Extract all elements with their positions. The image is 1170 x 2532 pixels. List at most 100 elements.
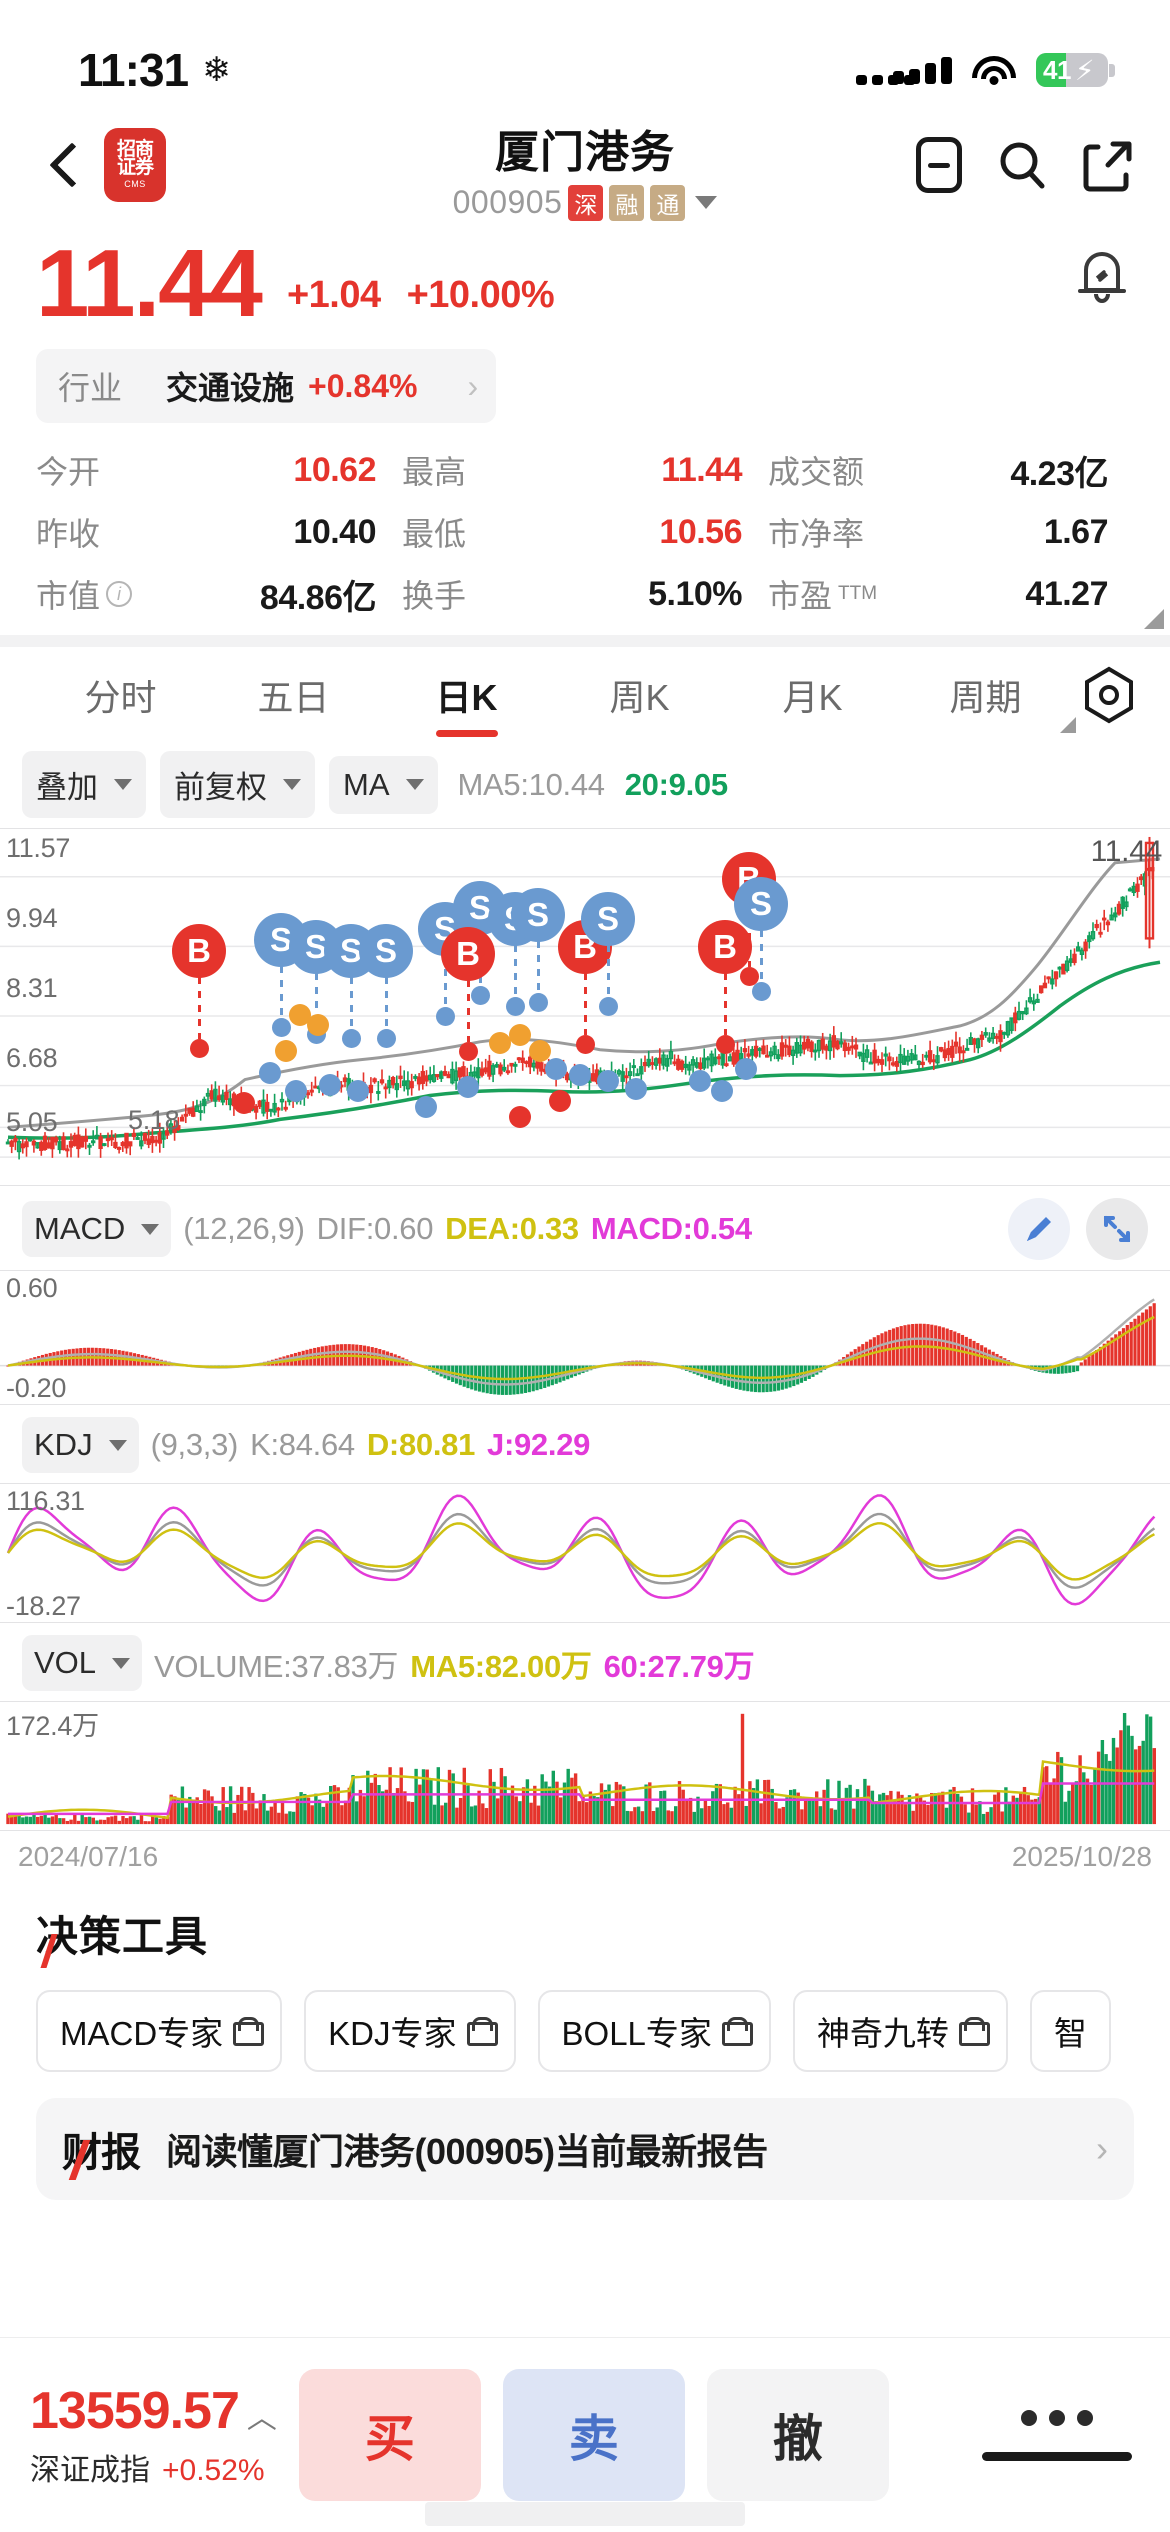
chevron-down-icon[interactable] bbox=[695, 196, 718, 209]
stat-pe-ratio: 市盈 TTM 41.27 bbox=[768, 571, 1134, 617]
broker-logo[interactable]: 招商 证券 CMS bbox=[104, 128, 166, 202]
indicator-label: MA bbox=[343, 766, 390, 802]
index-name: 深证成指 bbox=[30, 2454, 150, 2487]
stat-label: 市值 i bbox=[36, 571, 133, 617]
financial-report-card[interactable]: 财报 阅读懂厦门港务(000905)当前最新报告 › bbox=[36, 2098, 1134, 2201]
stat-value: 4.23亿 bbox=[1010, 454, 1108, 493]
info-icon[interactable]: i bbox=[106, 581, 133, 608]
vol-ma5: MA5:82.00万 bbox=[410, 1648, 592, 1684]
tool-chip-partial[interactable]: 智 bbox=[1029, 1990, 1111, 2073]
chart-tool-buttons bbox=[1008, 1198, 1148, 1261]
quote-block: 11.44 +1.04 +10.00% 行业 交通设施 +0.84% › bbox=[0, 220, 1170, 424]
tab-fenshi[interactable]: 分时 bbox=[84, 677, 157, 719]
tool-chip-list: MACD专家 KDJ专家 BOLL专家 神奇九转 智 bbox=[36, 1990, 1134, 2073]
stat-label: 市盈 TTM bbox=[768, 571, 877, 617]
trade-dot bbox=[597, 1070, 619, 1093]
pencil-draw-icon[interactable] bbox=[1008, 1198, 1070, 1261]
tab-daily-k[interactable]: 日K bbox=[380, 669, 553, 721]
chevron-right-icon: › bbox=[467, 367, 479, 404]
tool-chip-kdj[interactable]: KDJ专家 bbox=[304, 1990, 516, 2073]
decision-tools-section: 决策工具 MACD专家 KDJ专家 BOLL专家 神奇九转 智 bbox=[0, 1873, 1170, 2073]
trade-dot bbox=[259, 1062, 281, 1085]
tag-connect: 通 bbox=[650, 184, 686, 221]
expand-corner-icon[interactable] bbox=[1144, 609, 1164, 630]
macd-svg bbox=[0, 1298, 1170, 1396]
kdj-chart[interactable]: 116.31 -18.27 bbox=[0, 1483, 1170, 1624]
stat-value: 10.62 bbox=[293, 450, 376, 489]
gear-icon[interactable] bbox=[1082, 666, 1136, 724]
indicator-dropdown[interactable]: MA bbox=[329, 755, 438, 814]
stat-label: 昨收 bbox=[36, 516, 101, 553]
macd-indicator-dropdown[interactable]: MACD bbox=[22, 1201, 172, 1258]
trade-dot bbox=[625, 1078, 647, 1101]
tab-five-day[interactable]: 五日 bbox=[257, 677, 330, 719]
stat-pb-ratio: 市净率 1.67 bbox=[768, 509, 1134, 555]
stat-prev-close: 昨收 10.40 bbox=[36, 509, 402, 555]
back-chevron-icon[interactable] bbox=[36, 137, 92, 193]
vol-indicator-dropdown[interactable]: VOL bbox=[22, 1635, 143, 1692]
trade-marker-s[interactable]: S bbox=[511, 888, 565, 943]
trade-marker-s[interactable]: S bbox=[734, 877, 788, 932]
stat-turnover-rate: 换手 5.10% bbox=[402, 571, 768, 617]
chevron-right-icon: › bbox=[1096, 2128, 1108, 2170]
lock-icon bbox=[233, 2016, 265, 2046]
tool-chip-boll[interactable]: BOLL专家 bbox=[537, 1990, 771, 2073]
macd-dea: DEA:0.33 bbox=[445, 1211, 579, 1247]
trade-marker-b[interactable]: B bbox=[698, 920, 752, 975]
tool-chip-macd[interactable]: MACD专家 bbox=[36, 1990, 283, 2073]
stat-turnover-amount: 成交额 4.23亿 bbox=[768, 446, 1134, 495]
more-dots-icon bbox=[1021, 2409, 1093, 2426]
chevron-down-icon bbox=[405, 779, 424, 791]
sell-button[interactable]: 卖 bbox=[502, 2369, 685, 2501]
stat-label: 今开 bbox=[36, 454, 101, 491]
tab-period[interactable]: 周期 bbox=[899, 669, 1076, 734]
trade-dot bbox=[285, 1080, 307, 1103]
adjust-dropdown[interactable]: 前复权 bbox=[160, 751, 315, 819]
index-value-row: 13559.57 ︿ bbox=[30, 2381, 277, 2441]
buy-button[interactable]: 买 bbox=[298, 2369, 481, 2501]
cancel-order-button[interactable]: 撤 bbox=[706, 2369, 889, 2501]
macd-params: (12,26,9) bbox=[183, 1211, 305, 1247]
stat-value: 11.44 bbox=[661, 450, 742, 489]
chevron-up-icon: ︿ bbox=[246, 2402, 277, 2435]
tab-monthly-k[interactable]: 月K bbox=[782, 677, 843, 719]
share-icon[interactable] bbox=[1082, 139, 1134, 192]
volume-chart[interactable]: 172.4万 bbox=[0, 1701, 1170, 1832]
macd-ytop: 0.60 bbox=[6, 1273, 58, 1304]
stat-value: 10.40 bbox=[293, 512, 376, 551]
trade-dot bbox=[275, 1040, 297, 1063]
trade-marker-b[interactable]: B bbox=[172, 924, 226, 979]
index-summary[interactable]: 13559.57 ︿ 深证成指 +0.52% bbox=[30, 2381, 277, 2489]
trade-marker-s[interactable]: S bbox=[581, 892, 635, 947]
tab-weekly-k[interactable]: 周K bbox=[609, 677, 670, 719]
volume-svg bbox=[6, 1713, 1156, 1825]
search-icon[interactable] bbox=[996, 139, 1048, 191]
chart-tab-bar: 分时 五日 日K 周K 月K 周期 bbox=[0, 647, 1170, 743]
financial-report-badge: 财报 bbox=[62, 2120, 141, 2178]
cellular-signal-bars-top bbox=[893, 56, 952, 84]
vol-header: VOL VOLUME:37.83万 MA5:82.00万 60:27.79万 bbox=[0, 1623, 1170, 1701]
overlay-dropdown[interactable]: 叠加 bbox=[22, 751, 146, 819]
bell-alert-icon[interactable] bbox=[1074, 246, 1130, 312]
tool-chip-jiuzhuan[interactable]: 神奇九转 bbox=[792, 1990, 1008, 2073]
macd-macd: MACD:0.54 bbox=[590, 1211, 752, 1247]
trade-marker-s[interactable]: S bbox=[359, 924, 413, 979]
stats-row: 今开 10.62 最高 11.44 成交额 4.23亿 bbox=[36, 439, 1134, 501]
trade-marker-b[interactable]: B bbox=[441, 927, 495, 982]
ma5-readout: MA5:10.44 bbox=[457, 766, 606, 802]
minus-box-icon[interactable] bbox=[916, 137, 962, 193]
industry-row[interactable]: 行业 交通设施 +0.84% › bbox=[36, 349, 497, 424]
more-menu[interactable] bbox=[982, 2409, 1140, 2461]
stock-code-row[interactable]: 000905 深 融 通 bbox=[453, 184, 718, 221]
broker-logo-line2: 证券 bbox=[116, 157, 154, 178]
trade-dot bbox=[319, 1074, 341, 1097]
ma20-readout: 20:9.05 bbox=[624, 766, 728, 802]
kline-ytick: 6.68 bbox=[6, 1043, 58, 1074]
macd-chart[interactable]: 0.60 -0.20 bbox=[0, 1270, 1170, 1406]
tag-margin: 融 bbox=[609, 184, 645, 221]
battery-percent: 41 bbox=[1043, 54, 1071, 85]
kdj-indicator-dropdown[interactable]: KDJ bbox=[22, 1417, 139, 1474]
stat-label: 市净率 bbox=[768, 516, 865, 553]
fullscreen-expand-icon[interactable] bbox=[1086, 1198, 1148, 1261]
